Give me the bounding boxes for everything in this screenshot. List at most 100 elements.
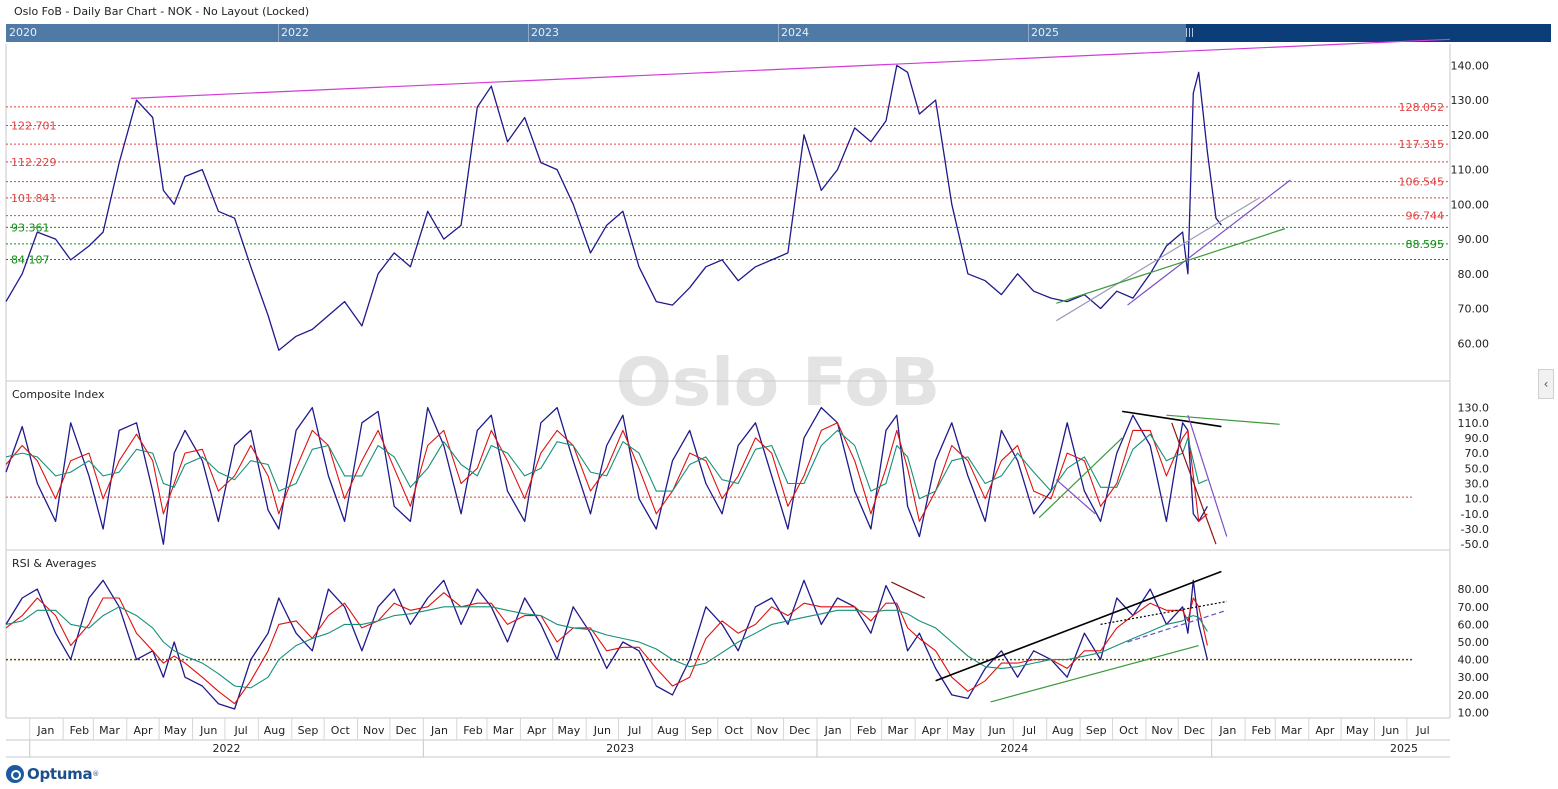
month-label: Jan	[1218, 724, 1236, 737]
y-tick-label: 140.00	[1451, 59, 1490, 72]
trendline	[1100, 600, 1227, 625]
month-label: Dec	[1184, 724, 1205, 737]
y-tick-label: 70.0	[1465, 447, 1490, 460]
month-label: Mar	[99, 724, 120, 737]
y-tick-label: -10.0	[1461, 508, 1489, 521]
month-label: Oct	[1119, 724, 1139, 737]
month-label: May	[558, 724, 581, 737]
y-tick-label: -50.0	[1461, 538, 1489, 551]
level-label: 112.229	[11, 156, 57, 169]
trendline	[1056, 196, 1261, 322]
level-label: 88.595	[1406, 238, 1445, 251]
navigator-selection[interactable]	[6, 24, 1186, 42]
month-label: Apr	[133, 724, 153, 737]
level-label: 117.315	[1399, 138, 1445, 151]
month-label: May	[1346, 724, 1369, 737]
trendline	[1187, 414, 1228, 537]
chart-panels: 140.00 130.00 120.00 110.00 100.00 90.00 80.00…	[5, 38, 1490, 719]
month-label: Jan	[36, 724, 54, 737]
month-label: Mar	[887, 724, 908, 737]
side-panel-toggle[interactable]: ‹	[1538, 369, 1554, 399]
series-line-1	[5, 422, 1208, 522]
month-label: Sep	[1086, 724, 1107, 737]
y-tick-label: 70.00	[1458, 601, 1490, 614]
y-tick-label: 110.00	[1451, 164, 1490, 177]
panel-2: 80.00 70.00 60.00 50.00 40.00 30.00 20.00 10.00	[5, 570, 1490, 719]
month-label: Oct	[331, 724, 351, 737]
month-label: Jan	[824, 724, 842, 737]
y-tick-label: 130.00	[1451, 94, 1490, 107]
y-tick-label: 20.00	[1458, 689, 1490, 702]
navigator-drag-handle[interactable]: |||	[1185, 28, 1195, 38]
year-label: 2023	[606, 742, 634, 755]
month-label: Aug	[1052, 724, 1073, 737]
month-label: Feb	[1252, 724, 1271, 737]
window-title: Oslo FoB - Daily Bar Chart - NOK - No La…	[14, 5, 310, 18]
trendline	[1122, 410, 1222, 428]
y-tick-label: 80.00	[1458, 583, 1490, 596]
trendline	[990, 644, 1199, 703]
series-line-0	[5, 579, 1209, 710]
month-label: Sep	[298, 724, 319, 737]
y-tick-label: 60.00	[1458, 618, 1490, 631]
composite-index-title: Composite Index	[12, 388, 105, 401]
trendline	[891, 581, 926, 599]
month-label: Apr	[527, 724, 547, 737]
month-label: Jun	[593, 724, 611, 737]
level-label: 122.701	[11, 119, 57, 132]
date-range-navigator[interactable]: 2020 2022 2023 2024 2025 |||	[6, 24, 1551, 42]
month-label: Aug	[264, 724, 285, 737]
month-label: Jul	[1022, 724, 1036, 737]
level-label: 93.361	[11, 221, 50, 234]
month-label: Mar	[1281, 724, 1302, 737]
y-tick-label: 50.0	[1465, 462, 1490, 475]
level-label: 84.107	[11, 254, 50, 267]
level-label: 96.744	[1406, 210, 1445, 223]
month-label: Jul	[1415, 724, 1429, 737]
brand-name: Optuma	[27, 765, 93, 783]
month-label: Jul	[233, 724, 247, 737]
month-label: Feb	[70, 724, 89, 737]
y-tick-label: 60.00	[1458, 337, 1490, 350]
panel-0: 140.00 130.00 120.00 110.00 100.00 90.00 80.00…	[5, 38, 1490, 351]
trendline	[1127, 179, 1291, 306]
year-label: 2022	[213, 742, 241, 755]
series-line-2	[5, 606, 1208, 689]
trendline	[1166, 414, 1280, 425]
trendline	[1127, 609, 1227, 643]
y-tick-label: 90.0	[1465, 432, 1490, 445]
trendline	[1171, 422, 1217, 545]
navigator-year-2020: 2020	[9, 26, 37, 39]
y-tick-label: 10.0	[1465, 493, 1490, 506]
chevron-left-icon: ‹	[1543, 377, 1549, 391]
y-tick-label: 90.00	[1458, 233, 1490, 246]
panel-frames	[5, 44, 1451, 758]
series-line-0	[5, 406, 1208, 545]
trendline	[1055, 479, 1096, 515]
year-label: 2025	[1390, 742, 1418, 755]
month-label: Dec	[395, 724, 416, 737]
month-label: Jan	[430, 724, 448, 737]
y-tick-label: 100.00	[1451, 198, 1490, 211]
navigator-year-tick	[778, 24, 779, 42]
level-label: 128.052	[1399, 101, 1445, 114]
time-axis: Jan Feb Mar Apr May Jun Jul Aug Sep Oct Nov Dec Jan F…	[29, 718, 1430, 757]
y-tick-label: 40.00	[1458, 654, 1490, 667]
year-label: 2024	[1000, 742, 1028, 755]
trendline	[1038, 437, 1123, 519]
month-label: Jun	[987, 724, 1005, 737]
month-label: Feb	[463, 724, 482, 737]
trademark-mark: ®	[92, 770, 100, 778]
month-label: Jun	[1381, 724, 1399, 737]
navigator-year-tick	[1028, 24, 1029, 42]
month-label: May	[164, 724, 187, 737]
navigator-year-tick	[528, 24, 529, 42]
month-label: Oct	[724, 724, 744, 737]
brand-logo: Optuma ®	[6, 764, 99, 784]
month-label: Feb	[857, 724, 876, 737]
month-label: Apr	[922, 724, 942, 737]
level-label: 101.841	[11, 192, 57, 205]
month-label: Mar	[493, 724, 514, 737]
y-tick-label: -30.0	[1461, 523, 1489, 536]
